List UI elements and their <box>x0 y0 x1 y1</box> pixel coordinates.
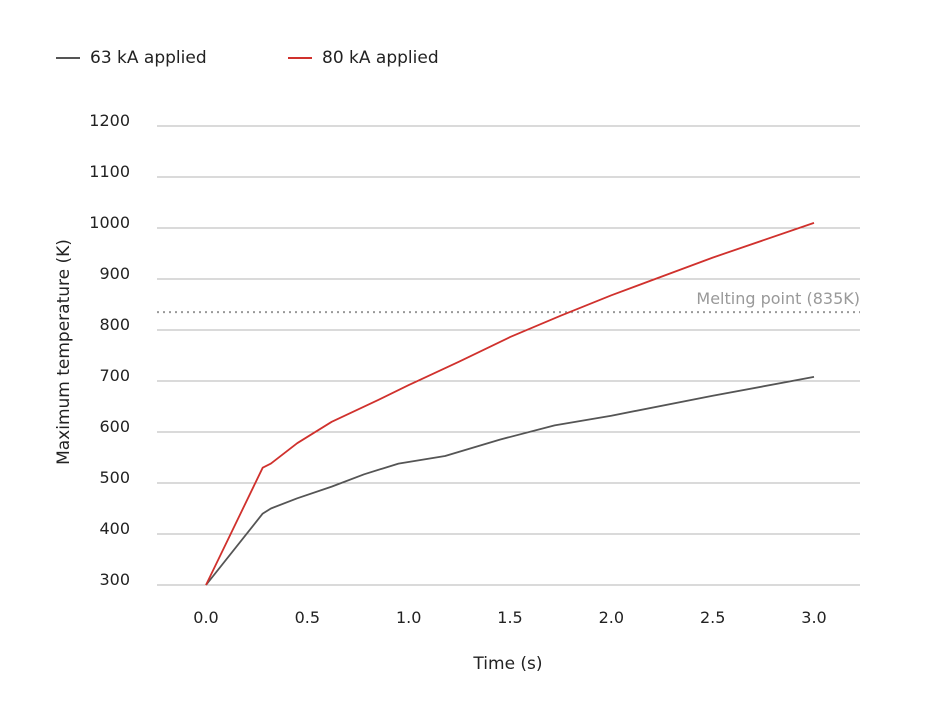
melting-point-label: Melting point (835K) <box>696 289 860 308</box>
x-tick-1.0: 1.0 <box>396 608 421 627</box>
y-tick-1200: 1200 <box>89 111 130 130</box>
y-tick-500: 500 <box>99 468 130 487</box>
x-tick-0.0: 0.0 <box>193 608 218 627</box>
x-tick-2.0: 2.0 <box>599 608 624 627</box>
y-tick-600: 600 <box>99 417 130 436</box>
x-tick-0.5: 0.5 <box>295 608 320 627</box>
legend-swatch-80ka <box>288 57 312 59</box>
legend-label-80ka: 80 kA applied <box>322 48 439 68</box>
legend-item-63ka: 63 kA applied <box>56 48 207 68</box>
x-tick-2.5: 2.5 <box>700 608 725 627</box>
grid-lines <box>157 125 860 586</box>
annotations: Melting point (835K) <box>157 289 860 314</box>
x-tick-labels: 0.0 0.5 1.0 1.5 2.0 2.5 3.0 <box>193 608 826 627</box>
series-lines <box>205 222 815 586</box>
x-tick-3.0: 3.0 <box>801 608 826 627</box>
y-tick-300: 300 <box>99 570 130 589</box>
legend-swatch-63ka <box>56 57 80 59</box>
y-axis-label: Maximum temperature (K) <box>54 239 74 465</box>
y-tick-labels: 300 400 500 600 700 800 900 1000 1100 1200 <box>89 111 130 589</box>
x-tick-1.5: 1.5 <box>497 608 522 627</box>
series-line-0 <box>205 376 815 586</box>
y-tick-1000: 1000 <box>89 213 130 232</box>
y-tick-900: 900 <box>99 264 130 283</box>
legend-item-80ka: 80 kA applied <box>288 48 439 68</box>
y-tick-700: 700 <box>99 366 130 385</box>
y-tick-400: 400 <box>99 519 130 538</box>
legend-label-63ka: 63 kA applied <box>90 48 207 68</box>
series-line-1 <box>205 222 815 586</box>
x-axis-label: Time (s) <box>472 654 542 674</box>
y-tick-800: 800 <box>99 315 130 334</box>
y-tick-1100: 1100 <box>89 162 130 181</box>
